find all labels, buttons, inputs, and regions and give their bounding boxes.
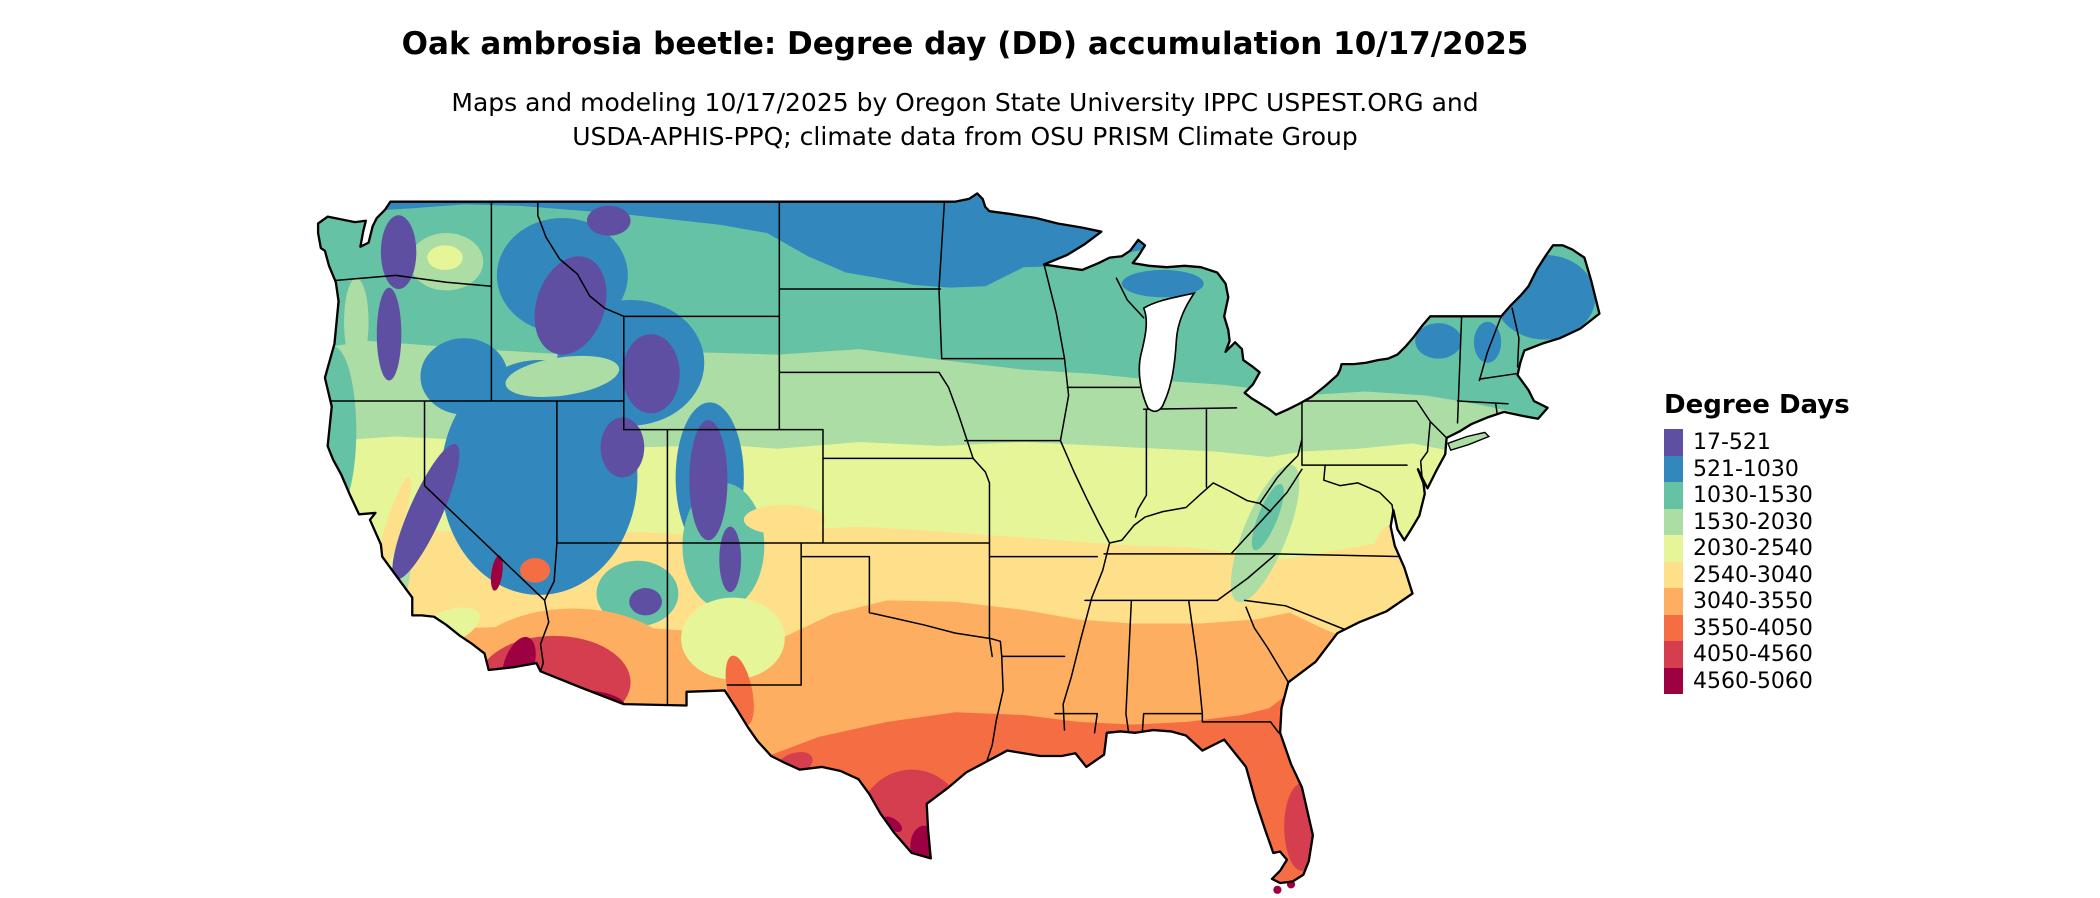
legend-label: 1530-2030 bbox=[1683, 509, 1813, 536]
us-map-container bbox=[314, 188, 1624, 898]
legend-item: 17-521 bbox=[1664, 429, 1850, 456]
legend-label: 4560-5060 bbox=[1683, 668, 1813, 695]
legend-label: 521-1030 bbox=[1683, 456, 1799, 483]
legend-label: 4050-4560 bbox=[1683, 641, 1813, 668]
map-subtitle-line1: Maps and modeling 10/17/2025 by Oregon S… bbox=[0, 86, 1930, 120]
legend-item: 521-1030 bbox=[1664, 456, 1850, 483]
legend-swatch bbox=[1664, 456, 1683, 483]
legend-swatch bbox=[1664, 562, 1683, 589]
legend-label: 2540-3040 bbox=[1683, 562, 1813, 589]
legend-label: 17-521 bbox=[1683, 429, 1771, 456]
map-fill-layers bbox=[314, 188, 1624, 898]
legend-item: 3040-3550 bbox=[1664, 588, 1850, 615]
legend-item: 4560-5060 bbox=[1664, 668, 1850, 695]
legend-swatch bbox=[1664, 535, 1683, 562]
legend-item: 3550-4050 bbox=[1664, 615, 1850, 642]
legend-swatch bbox=[1664, 482, 1683, 509]
legend-item: 1530-2030 bbox=[1664, 509, 1850, 536]
legend-label: 3040-3550 bbox=[1683, 588, 1813, 615]
legend-label: 3550-4050 bbox=[1683, 615, 1813, 642]
legend-swatch bbox=[1664, 615, 1683, 642]
legend-label: 1030-1530 bbox=[1683, 482, 1813, 509]
map-title: Oak ambrosia beetle: Degree day (DD) acc… bbox=[0, 26, 1930, 62]
legend-swatch bbox=[1664, 588, 1683, 615]
map-subtitle-line2: USDA-APHIS-PPQ; climate data from OSU PR… bbox=[0, 120, 1930, 154]
legend-item: 2030-2540 bbox=[1664, 535, 1850, 562]
band-3550-4050 bbox=[314, 696, 1624, 898]
legend-item: 4050-4560 bbox=[1664, 641, 1850, 668]
legend-item: 2540-3040 bbox=[1664, 562, 1850, 589]
legend-title: Degree Days bbox=[1664, 390, 1850, 420]
legend-swatch bbox=[1664, 429, 1683, 456]
legend-label: 2030-2540 bbox=[1683, 535, 1813, 562]
map-subtitle: Maps and modeling 10/17/2025 by Oregon S… bbox=[0, 86, 1930, 154]
legend-swatch bbox=[1664, 668, 1683, 695]
us-degree-day-map bbox=[314, 188, 1624, 898]
legend: Degree Days 17-521 521-1030 1030-1530 15… bbox=[1664, 390, 1850, 694]
legend-swatch bbox=[1664, 509, 1683, 536]
legend-swatch bbox=[1664, 641, 1683, 668]
legend-item: 1030-1530 bbox=[1664, 482, 1850, 509]
